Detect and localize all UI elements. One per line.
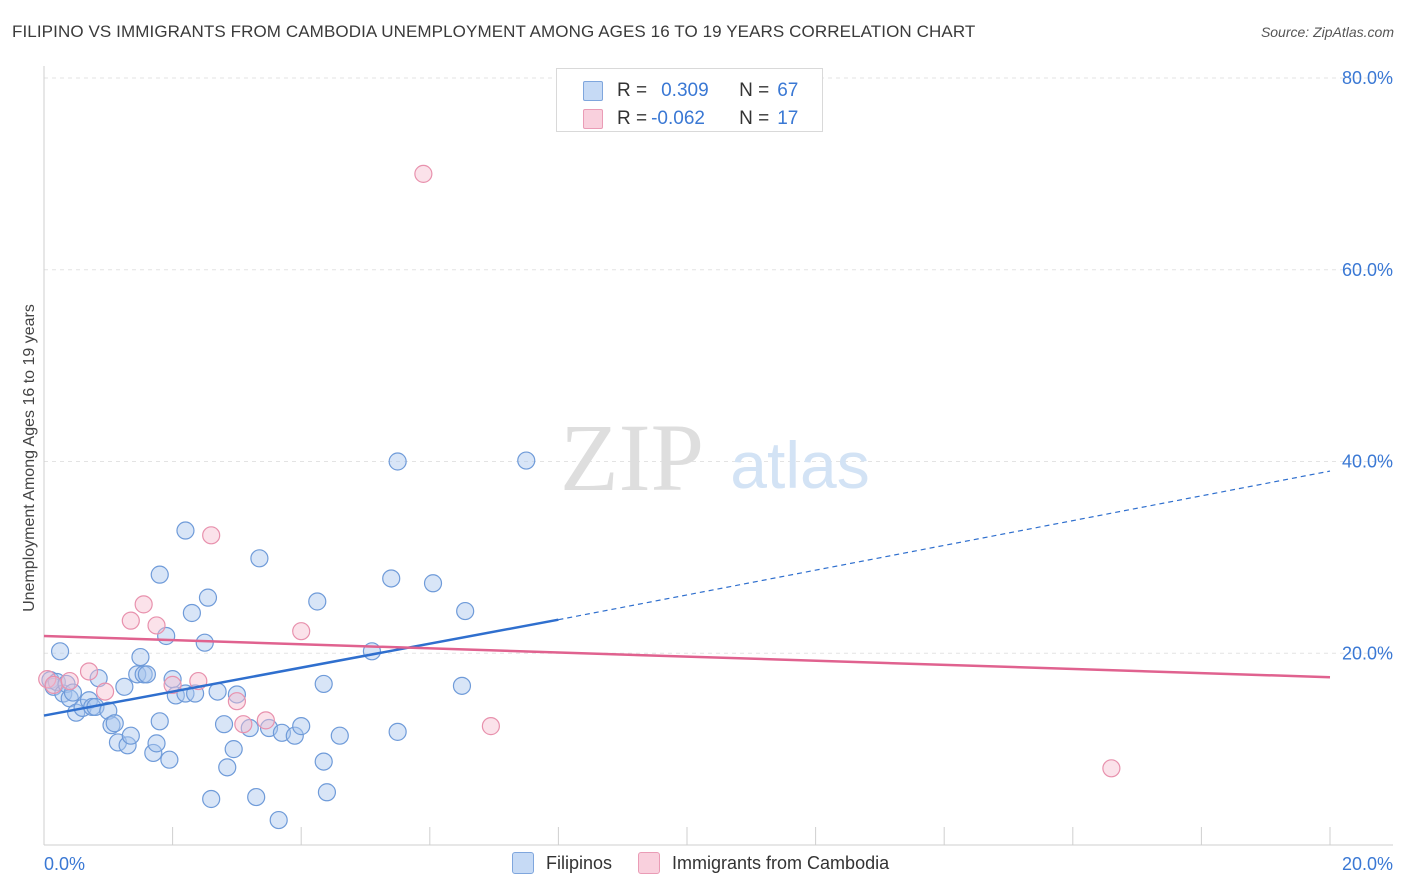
filipino-point <box>314 674 333 694</box>
cambodia-point <box>414 164 433 183</box>
cambodia-point <box>1102 759 1121 778</box>
legend-row-filipinos: R = 0.309 N = 67 <box>583 79 798 103</box>
cambodia-point <box>227 692 246 711</box>
watermark-atlas: atlas <box>730 428 869 502</box>
legend-label-filipinos: Filipinos <box>546 852 613 873</box>
trend-layer <box>43 470 1331 717</box>
correlation-legend: R = 0.309 N = 67 R = -0.062 N = 17 <box>556 68 823 132</box>
legend-n-value: 67 <box>777 80 799 101</box>
cambodia-point <box>134 595 153 614</box>
filipino-point <box>131 647 150 667</box>
filipino-point <box>388 452 407 471</box>
filipino-point <box>308 592 327 611</box>
cambodia-point <box>481 717 500 736</box>
filipino-point <box>144 743 163 763</box>
filipino-point <box>452 676 472 695</box>
legend-n-value: 17 <box>777 108 799 129</box>
legend-r-value: 0.309 <box>661 80 709 101</box>
filipino-point <box>269 810 288 830</box>
chart-title: FILIPINO VS IMMIGRANTS FROM CAMBODIA UNE… <box>12 22 976 41</box>
watermark: ZIP atlas <box>560 404 870 511</box>
filipino-point <box>214 715 234 734</box>
filipino-point <box>317 783 337 802</box>
cambodia-point <box>234 715 253 734</box>
cambodia-point <box>44 675 63 694</box>
points-layer <box>38 164 1121 830</box>
filipino-point <box>517 451 536 470</box>
filipino-point <box>160 750 179 769</box>
cambodia-point <box>256 711 275 730</box>
legend-r-label: R = <box>617 80 648 101</box>
y-tick-label: 40.0% <box>1342 452 1393 472</box>
cambodia-point <box>121 611 140 630</box>
cambodia-trend-line <box>43 634 1331 679</box>
cambodia-point <box>163 675 182 694</box>
filipino-trend-line <box>43 618 559 717</box>
cambodia-point <box>202 526 221 545</box>
filipino-point <box>198 588 218 607</box>
legend-r-value: -0.062 <box>651 108 705 129</box>
filipino-point <box>195 633 214 652</box>
filipino-point <box>218 758 237 777</box>
filipino-point <box>128 665 147 684</box>
filipino-point <box>382 569 401 588</box>
cambodia-point <box>147 616 166 635</box>
filipino-point <box>208 682 227 701</box>
cambodia-point <box>79 662 99 681</box>
filipino-point <box>182 603 201 623</box>
cambodia-point <box>60 671 79 691</box>
filipino-trend-extension <box>558 470 1331 621</box>
filipino-point <box>292 717 311 736</box>
legend-r-label: R = <box>617 108 648 129</box>
legend-label-cambodia: Immigrants from Cambodia <box>672 852 890 873</box>
filipino-point <box>102 716 121 735</box>
legend-swatch-pink <box>638 852 661 874</box>
filipino-point <box>115 677 134 696</box>
filipino-point <box>250 549 269 568</box>
filipino-point <box>330 726 349 745</box>
x-tick-label: 0.0% <box>44 854 85 874</box>
y-tick-label: 20.0% <box>1342 643 1393 663</box>
y-tick-label: 60.0% <box>1342 260 1393 280</box>
cambodia-point <box>292 622 311 641</box>
filipino-point <box>105 714 124 733</box>
filipino-point <box>150 712 169 731</box>
filipino-point <box>314 752 333 771</box>
y-tick-label: 80.0% <box>1342 68 1393 88</box>
filipino-point <box>150 565 169 584</box>
filipino-point <box>137 665 156 684</box>
filipino-point <box>118 736 137 755</box>
filipino-point <box>202 789 221 809</box>
legend-n-label: N = <box>739 108 770 129</box>
legend-n-label: N = <box>739 80 770 101</box>
legend-item-cambodia[interactable]: Immigrants from Cambodia <box>638 852 889 874</box>
filipino-point <box>456 601 475 621</box>
watermark-zip: ZIP <box>560 404 704 511</box>
series-legend: Filipinos Immigrants from Cambodia <box>512 852 915 874</box>
x-tick-label: 20.0% <box>1342 854 1393 874</box>
tick-label-layer: 20.0% 40.0% 60.0% 80.0% 0.0% 20.0% <box>44 68 1393 874</box>
legend-row-cambodia: R = -0.062 N = 17 <box>583 107 798 131</box>
filipino-point <box>176 521 195 540</box>
filipino-point <box>227 685 246 704</box>
grid-layer <box>44 77 1393 654</box>
source-label: Source: ZipAtlas.com <box>1260 24 1394 40</box>
filipino-point <box>63 683 83 702</box>
filipino-point <box>121 726 140 745</box>
cambodia-point <box>95 682 115 701</box>
filipino-point <box>224 740 243 759</box>
legend-swatch-blue <box>583 81 603 101</box>
filipino-point <box>285 726 304 745</box>
y-axis-title: Unemployment Among Ages 16 to 19 years <box>21 304 38 612</box>
filipino-point <box>247 787 266 807</box>
legend-swatch-blue <box>512 852 534 874</box>
filipino-point <box>423 574 443 593</box>
legend-swatch-pink <box>583 109 603 129</box>
legend-item-filipinos[interactable]: Filipinos <box>512 852 612 874</box>
filipino-point <box>50 642 70 661</box>
filipino-point <box>388 722 407 741</box>
filipino-point <box>147 734 166 753</box>
